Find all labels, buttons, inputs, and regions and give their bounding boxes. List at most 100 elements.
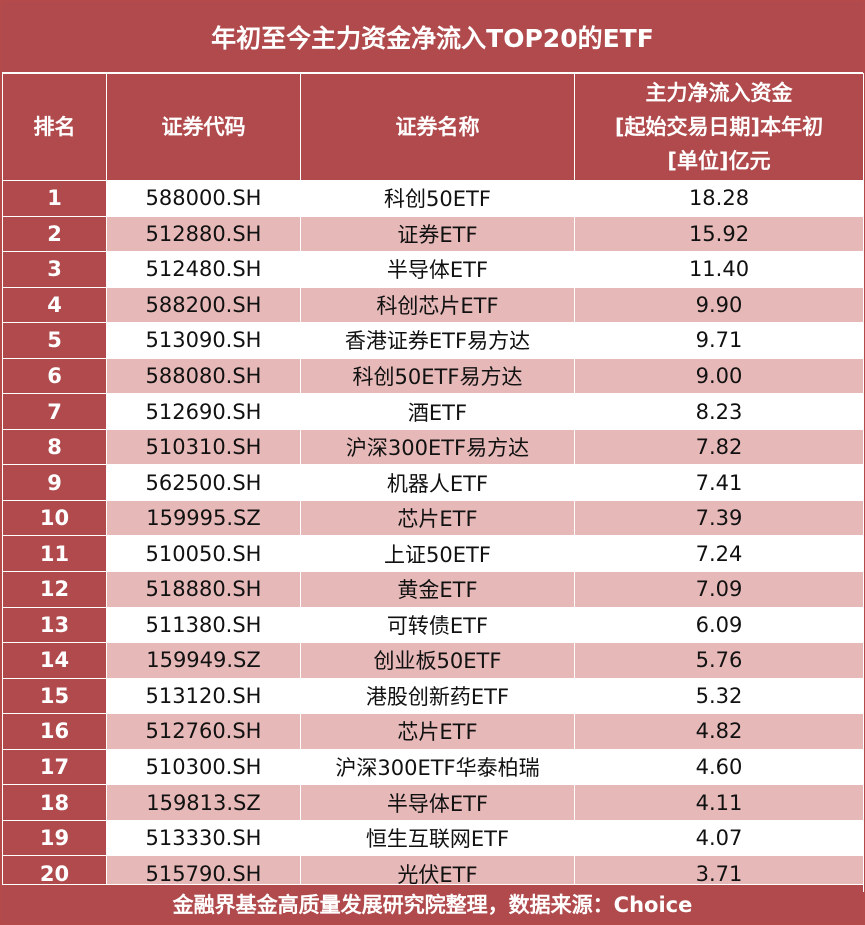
table-row: 10 159995.SZ 芯片ETF 7.39 [2,499,864,537]
table-row: 17 510300.SH 沪深300ETF华泰柏瑞 4.60 [2,748,864,786]
flow-cell: 9.00 [574,357,864,395]
table-row: 13 511380.SH 可转债ETF 6.09 [2,606,864,644]
flow-cell: 4.11 [574,784,864,821]
code-cell: 511380.SH [106,606,301,644]
name-cell: 机器人ETF [300,464,575,501]
rank-cell: 18 [2,784,107,821]
code-cell: 513120.SH [106,677,301,715]
table-row: 15 513120.SH 港股创新药ETF 5.32 [2,677,864,715]
header-flow-line1: 主力净流入资金 [645,81,793,105]
name-cell: 黄金ETF [300,571,575,608]
flow-cell: 5.76 [574,642,864,679]
rank-cell: 12 [2,571,107,608]
name-cell: 可转债ETF [300,606,575,644]
flow-cell: 9.90 [574,286,864,324]
table-row: 16 512760.SH 芯片ETF 4.82 [2,713,864,750]
name-cell: 芯片ETF [300,499,575,537]
table-row: 5 513090.SH 香港证券ETF易方达 9.71 [2,322,864,359]
name-cell: 香港证券ETF易方达 [300,322,575,359]
flow-cell: 6.09 [574,606,864,644]
code-cell: 518880.SH [106,571,301,608]
rank-cell: 15 [2,677,107,715]
table-header-row: 排名 证券代码 证券名称 主力净流入资金 [起始交易日期]本年初 [单位]亿元 [2,73,864,181]
table-row: 3 512480.SH 半导体ETF 11.40 [2,251,864,288]
table-row: 6 588080.SH 科创50ETF易方达 9.00 [2,357,864,395]
table-row: 11 510050.SH 上证50ETF 7.24 [2,535,864,573]
code-cell: 512760.SH [106,713,301,750]
table-row: 19 513330.SH 恒生互联网ETF 4.07 [2,819,864,857]
rank-cell: 7 [2,393,107,430]
flow-cell: 11.40 [574,251,864,288]
table-body: 1 588000.SH 科创50ETF 18.28 2 512880.SH 证券ETF 15.… [2,180,864,892]
rank-cell: 5 [2,322,107,359]
name-cell: 沪深300ETF易方达 [300,428,575,466]
flow-cell: 7.24 [574,535,864,573]
code-cell: 512880.SH [106,215,301,253]
table-row: 14 159949.SZ 创业板50ETF 5.76 [2,642,864,679]
header-flow: 主力净流入资金 [起始交易日期]本年初 [单位]亿元 [574,73,864,181]
source-footer: 金融界基金高质量发展研究院整理，数据来源：Choice [2,884,863,923]
code-cell: 510300.SH [106,748,301,786]
rank-cell: 6 [2,357,107,395]
rank-cell: 17 [2,748,107,786]
code-cell: 513090.SH [106,322,301,359]
code-cell: 159995.SZ [106,499,301,537]
name-cell: 科创芯片ETF [300,286,575,324]
name-cell: 证券ETF [300,215,575,253]
name-cell: 芯片ETF [300,713,575,750]
rank-cell: 1 [2,180,107,217]
name-cell: 酒ETF [300,393,575,430]
code-cell: 588200.SH [106,286,301,324]
flow-cell: 9.71 [574,322,864,359]
header-code: 证券代码 [106,73,301,181]
flow-cell: 5.32 [574,677,864,715]
table-row: 1 588000.SH 科创50ETF 18.28 [2,180,864,217]
name-cell: 创业板50ETF [300,642,575,679]
code-cell: 512690.SH [106,393,301,430]
table-row: 12 518880.SH 黄金ETF 7.09 [2,571,864,608]
header-name: 证券名称 [300,73,575,181]
flow-cell: 7.39 [574,499,864,537]
name-cell: 科创50ETF易方达 [300,357,575,395]
header-flow-line3: [单位]亿元 [667,149,771,173]
rank-cell: 13 [2,606,107,644]
code-cell: 159813.SZ [106,784,301,821]
rank-cell: 2 [2,215,107,253]
name-cell: 恒生互联网ETF [300,819,575,857]
rank-cell: 14 [2,642,107,679]
code-cell: 159949.SZ [106,642,301,679]
name-cell: 科创50ETF [300,180,575,217]
header-flow-line2: [起始交易日期]本年初 [614,115,824,139]
rank-cell: 4 [2,286,107,324]
flow-cell: 18.28 [574,180,864,217]
code-cell: 512480.SH [106,251,301,288]
rank-cell: 8 [2,428,107,466]
rank-cell: 19 [2,819,107,857]
table-row: 2 512880.SH 证券ETF 15.92 [2,215,864,253]
flow-cell: 7.41 [574,464,864,501]
flow-cell: 15.92 [574,215,864,253]
name-cell: 上证50ETF [300,535,575,573]
name-cell: 港股创新药ETF [300,677,575,715]
flow-cell: 8.23 [574,393,864,430]
name-cell: 半导体ETF [300,251,575,288]
rank-cell: 10 [2,499,107,537]
rank-cell: 3 [2,251,107,288]
rank-cell: 16 [2,713,107,750]
header-rank: 排名 [2,73,107,181]
code-cell: 562500.SH [106,464,301,501]
table-row: 18 159813.SZ 半导体ETF 4.11 [2,784,864,821]
code-cell: 510310.SH [106,428,301,466]
flow-cell: 4.07 [574,819,864,857]
code-cell: 588080.SH [106,357,301,395]
rank-cell: 9 [2,464,107,501]
code-cell: 510050.SH [106,535,301,573]
table-row: 4 588200.SH 科创芯片ETF 9.90 [2,286,864,324]
name-cell: 半导体ETF [300,784,575,821]
table-row: 7 512690.SH 酒ETF 8.23 [2,393,864,430]
name-cell: 沪深300ETF华泰柏瑞 [300,748,575,786]
table-title: 年初至今主力资金净流入TOP20的ETF [2,2,863,73]
flow-cell: 4.82 [574,713,864,750]
table-row: 8 510310.SH 沪深300ETF易方达 7.82 [2,428,864,466]
